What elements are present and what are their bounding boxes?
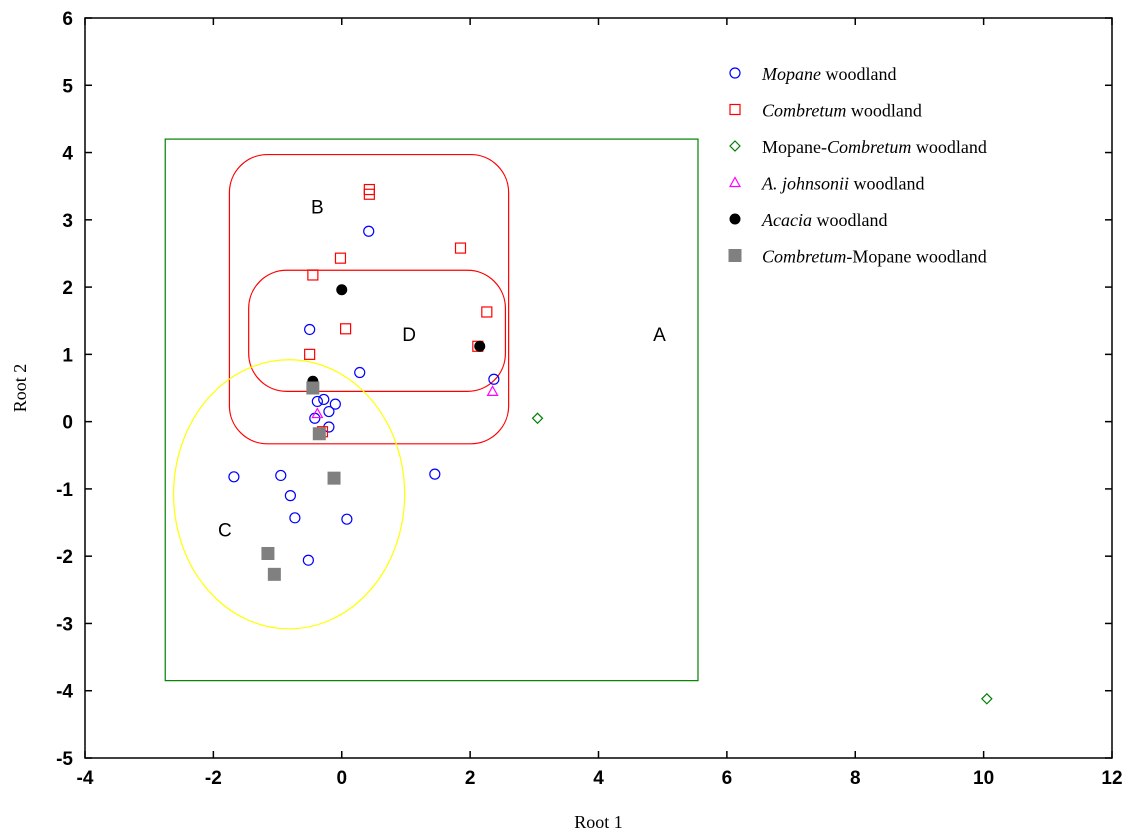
series-3 xyxy=(311,385,499,419)
legend-entry: Combretum-Mopane woodland xyxy=(762,247,987,267)
x-axis-title: Root 1 xyxy=(574,812,623,832)
legend-text-part: Combretum xyxy=(762,101,846,121)
data-point xyxy=(267,567,281,581)
legend-marker xyxy=(729,67,741,79)
data-point xyxy=(488,373,500,385)
data-point xyxy=(307,269,319,281)
y-tick-label: -2 xyxy=(56,547,73,568)
region-a-boundary xyxy=(164,138,699,682)
x-tick-label: -4 xyxy=(77,768,94,789)
legend-marker xyxy=(729,213,741,225)
x-tick-label: 12 xyxy=(1101,768,1122,789)
data-point xyxy=(481,306,493,318)
data-point xyxy=(363,225,375,237)
data-point xyxy=(327,471,341,485)
data-point xyxy=(340,323,352,335)
x-tick-label: 2 xyxy=(465,768,476,789)
y-tick-label: -5 xyxy=(56,749,73,770)
x-tick-label: 4 xyxy=(593,768,604,789)
region-c-label: C xyxy=(218,520,232,541)
legend-text-part: -Mopane woodland xyxy=(846,247,986,267)
y-tick-label: 1 xyxy=(62,345,73,366)
legend-text-part: A. johnsonii xyxy=(761,174,849,194)
data-point xyxy=(261,546,275,560)
region-d-boundary xyxy=(248,269,507,392)
legend-entry: Mopane woodland xyxy=(761,64,896,84)
data-point xyxy=(336,284,348,296)
data-point xyxy=(304,323,316,336)
legend-text-part: Mopane- xyxy=(762,137,827,157)
x-tick-label: 6 xyxy=(722,768,733,789)
data-point xyxy=(429,468,441,480)
legend-text-part: Acacia xyxy=(761,210,812,230)
data-point xyxy=(531,412,544,425)
series-2 xyxy=(531,412,993,705)
region-b-label: B xyxy=(311,197,324,218)
series-0 xyxy=(228,225,500,566)
series-5 xyxy=(261,381,341,581)
x-tick-label: -2 xyxy=(205,768,222,789)
data-point xyxy=(329,398,341,410)
data-point xyxy=(289,512,301,524)
y-tick-label: -4 xyxy=(56,682,73,703)
legend-entry: Combretum woodland xyxy=(762,101,922,121)
data-point xyxy=(354,366,366,379)
y-tick-label: -1 xyxy=(56,480,73,501)
region-d-label: D xyxy=(402,325,416,346)
data-point xyxy=(275,469,287,482)
data-point xyxy=(311,407,324,419)
x-tick-label: 0 xyxy=(336,768,347,789)
data-point xyxy=(980,692,993,705)
data-point xyxy=(302,554,314,566)
data-point xyxy=(454,242,467,254)
legend-marker xyxy=(729,103,741,116)
data-point xyxy=(228,471,240,483)
data-point xyxy=(284,490,296,502)
legend-entry: Mopane-Combretum woodland xyxy=(762,137,987,157)
data-points xyxy=(228,183,993,705)
data-point xyxy=(318,393,330,406)
y-tick-label: 0 xyxy=(62,413,73,434)
legend-text-part: woodland xyxy=(911,137,987,157)
region-a-label: A xyxy=(653,325,666,346)
y-tick-label: 2 xyxy=(62,278,73,299)
data-point xyxy=(363,188,375,200)
y-tick-label: -3 xyxy=(56,614,73,635)
legend-marker xyxy=(728,176,742,188)
legend-text-part: Combretum xyxy=(827,137,911,157)
x-tick-label: 8 xyxy=(850,768,861,789)
legend-entry: A. johnsonii woodland xyxy=(761,174,925,194)
legend-marker xyxy=(728,249,742,262)
legend-text-part: Combretum xyxy=(762,247,846,267)
y-tick-label: 5 xyxy=(62,76,73,97)
legend-text-part: woodland xyxy=(846,101,922,121)
y-tick-label: 6 xyxy=(62,9,73,30)
x-tick-label: 10 xyxy=(973,768,994,789)
legend-text-part: woodland xyxy=(849,174,925,194)
y-tick-label: 4 xyxy=(62,144,73,165)
legend-marker xyxy=(729,140,741,152)
data-point xyxy=(334,252,347,264)
legend-entry: Acacia woodland xyxy=(761,210,887,230)
data-point xyxy=(486,385,499,396)
region-b-boundary xyxy=(228,153,510,445)
legend-text-part: Mopane xyxy=(761,64,821,84)
data-point xyxy=(312,427,326,441)
legend-text-part: woodland xyxy=(812,210,888,230)
y-axis-title: Root 2 xyxy=(10,364,30,413)
data-point xyxy=(474,340,486,352)
data-point xyxy=(306,381,320,395)
legend-text-part: woodland xyxy=(821,64,897,84)
region-c-ellipse xyxy=(172,359,406,630)
data-point xyxy=(323,405,335,418)
region-layer: A B D C xyxy=(164,138,699,682)
data-point xyxy=(341,513,353,525)
y-tick-label: 3 xyxy=(62,211,73,232)
data-point xyxy=(304,348,316,360)
data-point xyxy=(311,395,323,408)
